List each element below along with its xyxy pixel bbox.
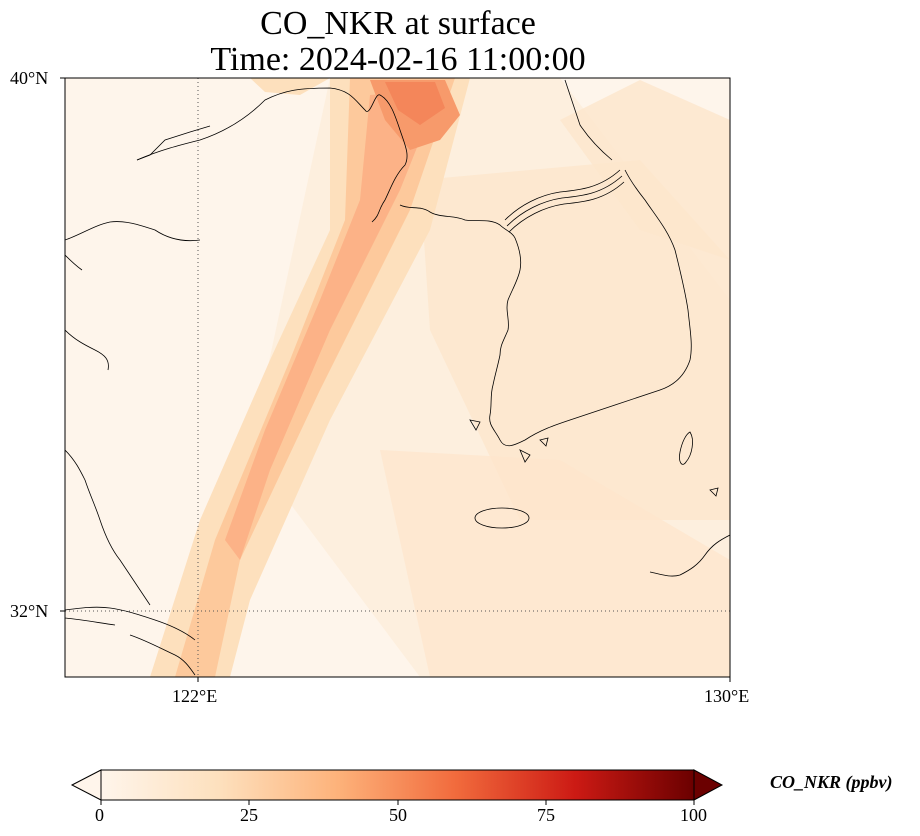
map-title-line2: Time: 2024-02-16 11:00:00 bbox=[210, 41, 586, 78]
map-title-line1: CO_NKR at surface bbox=[260, 5, 536, 42]
lon-tick-label-130: 130°E bbox=[704, 686, 750, 706]
gridlines bbox=[65, 78, 730, 677]
colorbar-label: CO_NKR (ppbv) bbox=[770, 772, 893, 792]
axis-ticks bbox=[60, 77, 731, 682]
colorbar bbox=[70, 769, 724, 805]
lat-tick-label-32: 32°N bbox=[10, 601, 49, 621]
lon-tick-label-122: 122°E bbox=[172, 686, 218, 706]
lat-tick-label-40: 40°N bbox=[10, 68, 49, 88]
colorbar-tick-100: 100 bbox=[680, 805, 707, 825]
colorbar-tick-75: 75 bbox=[537, 805, 555, 825]
colorbar-tick-25: 25 bbox=[240, 805, 258, 825]
map-frame bbox=[64, 77, 731, 678]
colorbar-tick-0: 0 bbox=[95, 805, 104, 825]
colorbar-extend-low bbox=[70, 769, 102, 801]
colorbar-tick-50: 50 bbox=[389, 805, 407, 825]
colorbar-gradient bbox=[101, 770, 694, 800]
concentration-field bbox=[65, 78, 730, 677]
coastlines bbox=[65, 79, 730, 676]
colorbar-extend-high bbox=[693, 769, 724, 801]
